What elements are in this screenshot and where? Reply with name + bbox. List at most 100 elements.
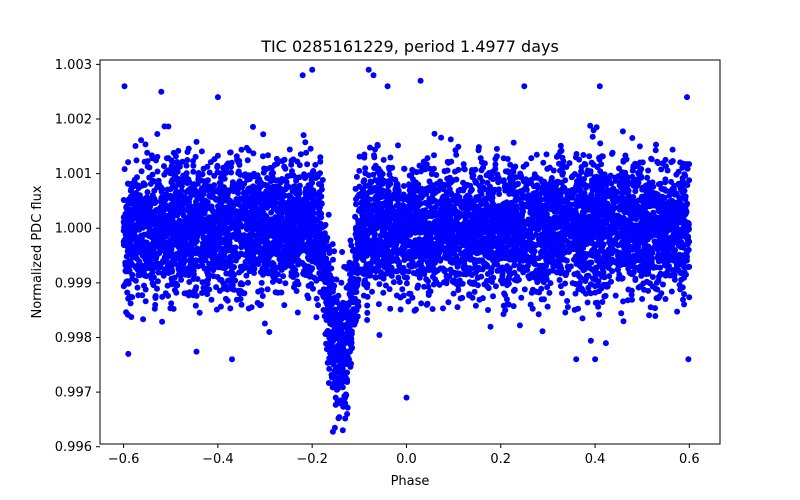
data-point — [364, 317, 371, 323]
data-point — [628, 271, 635, 278]
data-point — [359, 270, 366, 277]
data-point — [196, 309, 203, 316]
data-point — [165, 167, 172, 174]
data-point — [618, 310, 625, 317]
data-point — [208, 296, 215, 303]
data-point — [325, 380, 332, 386]
data-point — [317, 170, 323, 177]
data-point — [557, 148, 564, 155]
data-point — [200, 284, 207, 291]
data-point — [272, 177, 279, 184]
data-point — [173, 280, 180, 287]
data-point — [281, 163, 288, 170]
data-point — [655, 160, 662, 167]
data-point — [122, 267, 129, 274]
data-point — [471, 288, 478, 295]
data-point — [418, 300, 425, 307]
data-point — [255, 288, 262, 295]
data-point — [291, 284, 297, 291]
data-point — [399, 286, 406, 293]
data-point — [415, 282, 422, 289]
chart-title: TIC 0285161229, period 1.4977 days — [260, 37, 559, 56]
data-point — [290, 183, 297, 190]
data-point — [331, 248, 338, 255]
data-point — [257, 269, 264, 276]
data-point — [159, 245, 166, 252]
data-point — [172, 153, 179, 160]
data-point — [199, 290, 205, 296]
data-point — [521, 286, 528, 293]
data-point — [132, 143, 139, 149]
data-point — [206, 286, 213, 293]
data-point — [138, 168, 145, 175]
data-point — [344, 265, 351, 272]
data-point — [270, 170, 277, 176]
data-point — [352, 185, 359, 192]
data-point — [641, 286, 647, 293]
data-point — [282, 280, 289, 287]
data-point — [338, 279, 345, 286]
data-point — [257, 302, 264, 309]
data-point — [353, 201, 359, 208]
data-point — [136, 258, 143, 265]
data-point — [227, 305, 234, 312]
data-point — [258, 279, 265, 286]
data-point — [625, 286, 632, 293]
data-point — [397, 306, 404, 313]
data-point — [588, 259, 595, 266]
data-point — [596, 311, 603, 318]
data-point — [425, 278, 431, 285]
data-point — [371, 154, 378, 161]
data-point — [362, 165, 369, 172]
data-point — [353, 196, 359, 203]
data-point — [181, 290, 188, 297]
data-point — [134, 284, 141, 291]
data-point — [543, 151, 550, 158]
data-point — [135, 266, 142, 273]
data-point — [393, 258, 400, 265]
data-point — [478, 273, 485, 280]
data-point — [511, 269, 518, 276]
data-point — [347, 277, 354, 284]
data-point — [645, 167, 652, 174]
data-point — [470, 172, 477, 179]
data-point — [141, 158, 148, 165]
data-point — [450, 290, 457, 297]
data-point — [184, 149, 191, 155]
data-point — [587, 337, 594, 344]
data-point — [347, 237, 354, 244]
data-point — [370, 171, 377, 178]
data-point — [585, 284, 592, 291]
data-point — [356, 153, 363, 160]
data-point — [658, 185, 665, 192]
data-point — [267, 164, 274, 171]
data-point — [550, 167, 557, 174]
data-point — [559, 290, 565, 297]
data-point — [345, 302, 352, 308]
data-point — [500, 311, 507, 318]
data-point — [161, 171, 168, 178]
data-point — [310, 285, 316, 292]
data-point — [680, 194, 687, 201]
data-point — [435, 267, 442, 274]
data-point — [326, 365, 333, 372]
data-point — [168, 300, 175, 307]
data-point — [264, 286, 271, 293]
data-point — [303, 149, 310, 156]
data-point — [579, 315, 586, 322]
data-point — [472, 302, 479, 309]
data-point — [369, 288, 375, 295]
data-point — [387, 154, 394, 161]
data-point — [171, 175, 178, 181]
data-point — [653, 141, 659, 148]
data-point — [546, 289, 553, 296]
data-point — [476, 296, 483, 303]
data-point — [237, 296, 244, 302]
data-point — [652, 305, 658, 312]
data-point — [511, 286, 518, 293]
data-point — [668, 178, 675, 185]
data-point — [668, 159, 675, 166]
data-point — [238, 146, 245, 153]
data-point — [317, 158, 324, 165]
data-point — [269, 260, 276, 266]
